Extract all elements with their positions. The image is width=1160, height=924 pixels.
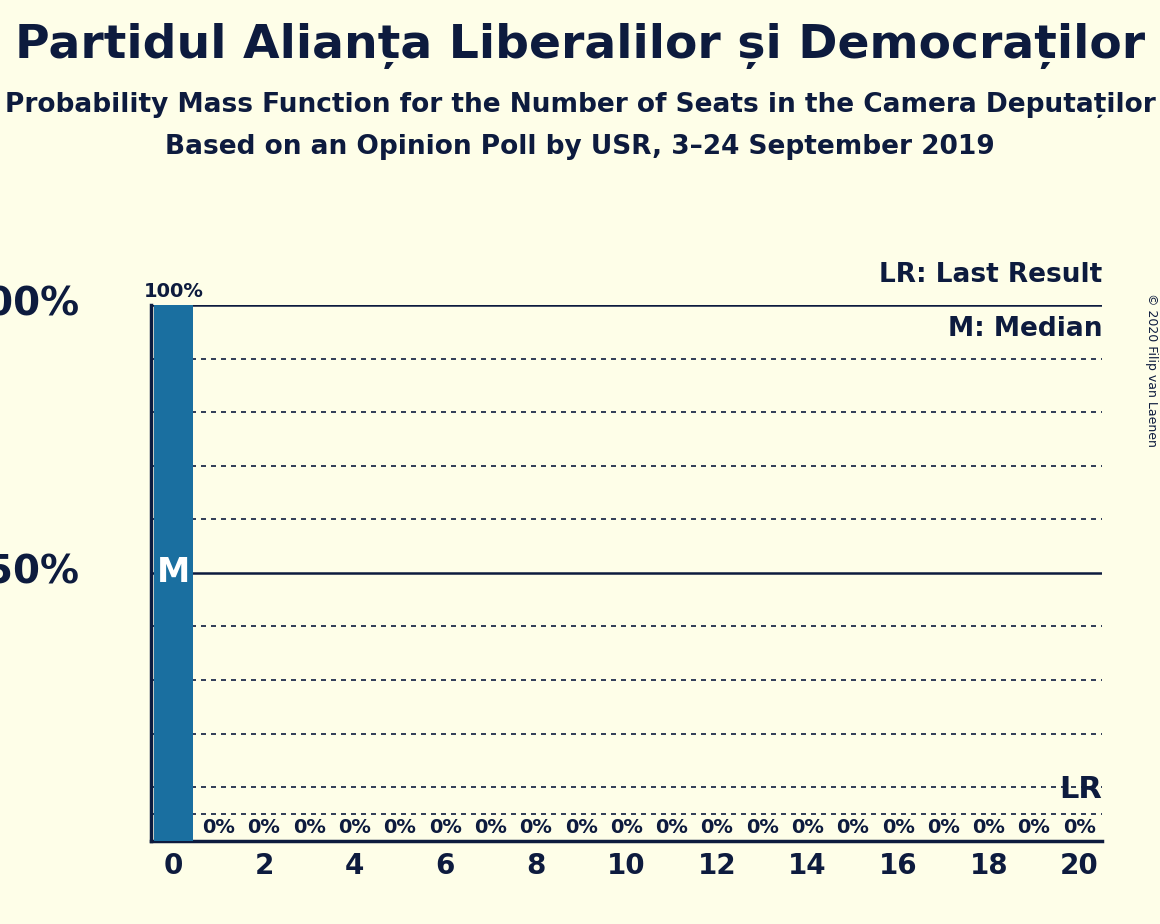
Text: 0%: 0% [520,818,552,836]
Text: LR: LR [1059,775,1102,805]
Text: 0%: 0% [655,818,688,836]
Text: 0%: 0% [1063,818,1096,836]
Text: 100%: 100% [0,286,79,324]
Text: 0%: 0% [429,818,462,836]
Text: 0%: 0% [972,818,1006,836]
Text: 0%: 0% [474,818,507,836]
Text: 0%: 0% [339,818,371,836]
Text: 0%: 0% [202,818,235,836]
Text: 50%: 50% [0,553,79,592]
Text: 0%: 0% [1017,818,1051,836]
Text: M: M [157,556,190,590]
Text: 0%: 0% [927,818,960,836]
Text: 0%: 0% [746,818,778,836]
Text: 0%: 0% [292,818,326,836]
Text: 0%: 0% [384,818,416,836]
Text: LR: Last Result: LR: Last Result [879,262,1102,288]
Bar [154,305,193,841]
Text: M: Median: M: Median [948,316,1102,342]
Text: 0%: 0% [882,818,914,836]
Text: 0%: 0% [836,818,869,836]
Text: 0%: 0% [610,818,643,836]
Text: 0%: 0% [791,818,824,836]
Text: © 2020 Filip van Laenen: © 2020 Filip van Laenen [1145,293,1159,446]
Text: Partidul Alianța Liberalilor și Democraților: Partidul Alianța Liberalilor și Democraț… [15,23,1145,69]
Text: 0%: 0% [565,818,597,836]
Text: 0%: 0% [701,818,733,836]
Text: Probability Mass Function for the Number of Seats in the Camera Deputaților: Probability Mass Function for the Number… [5,92,1155,118]
Text: 100%: 100% [144,282,203,300]
Text: 0%: 0% [247,818,281,836]
Text: Based on an Opinion Poll by USR, 3–24 September 2019: Based on an Opinion Poll by USR, 3–24 Se… [165,134,995,160]
